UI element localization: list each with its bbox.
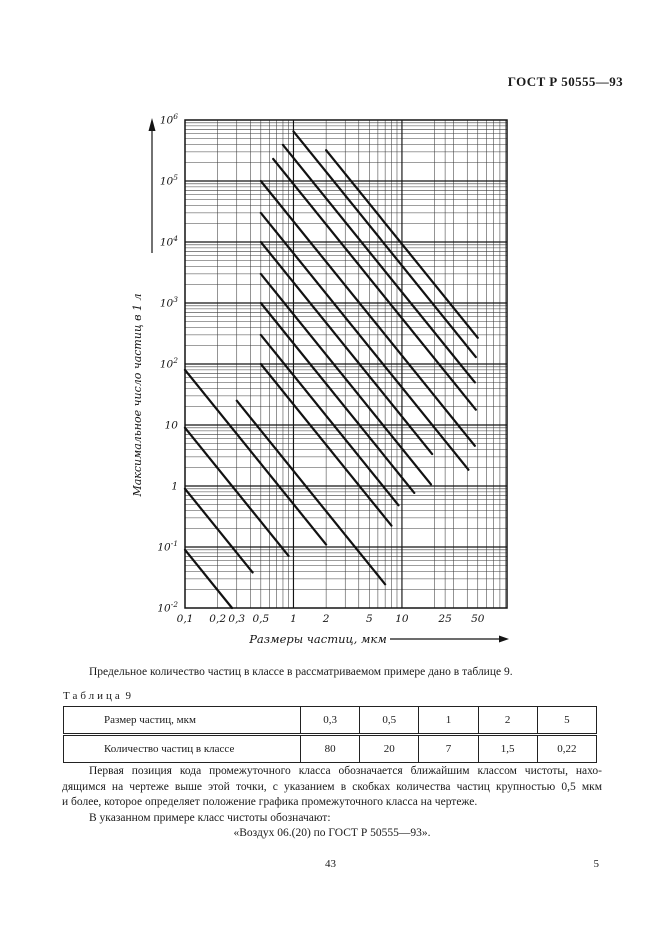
count-value: 20 (359, 734, 420, 763)
x-axis-tick-labels: 0,1 0,2 0,3 0,5 1 2 5 10 25 50 (177, 613, 485, 625)
size-value: 0,3 (299, 706, 361, 736)
y-axis-title: Максимальное число частиц в 1 л (131, 118, 156, 498)
size-value: 0,5 (359, 706, 420, 736)
svg-text:10: 10 (165, 420, 179, 432)
class-line-3 (281, 143, 476, 384)
class-lines (183, 130, 479, 610)
size-value: 5 (536, 706, 598, 736)
class-line-11 (259, 362, 393, 527)
size-value: 2 (477, 706, 538, 736)
svg-text:5: 5 (366, 613, 373, 625)
row-header-size: Размер частиц, мкм (63, 706, 301, 736)
paragraph-line: Первая позиция кода промежуточного класс… (89, 765, 602, 777)
class-line-8 (259, 272, 433, 486)
svg-text:103: 103 (160, 295, 178, 310)
class-line-12 (235, 399, 387, 586)
svg-text:25: 25 (437, 613, 452, 625)
y-axis-arrowhead (148, 118, 156, 131)
grid-major-lines (185, 120, 507, 608)
class-line-15 (183, 487, 254, 574)
table-label-number: 9 (125, 690, 132, 702)
particle-limits-table: Размер частиц, мкм 0,3 0,5 1 2 5 Количес… (63, 706, 598, 763)
standard-number-header: ГОСТ Р 50555—93 (507, 74, 623, 89)
body-paragraph: Первая позиция кода промежуточного класс… (62, 764, 602, 842)
svg-text:105: 105 (160, 173, 178, 188)
y-axis-label: Максимальное число частиц в 1 л (131, 293, 144, 497)
svg-text:10-2: 10-2 (157, 600, 178, 615)
paragraph-line: и более, которое определяет положение гр… (62, 796, 478, 808)
table-row: Количество частиц в классе 80 20 7 1,5 0… (63, 734, 598, 763)
x-axis-label: Размеры частиц, мкм (248, 632, 387, 646)
table-caption-sentence: Предельное количество частиц в классе в … (89, 666, 513, 678)
class-line-10 (259, 333, 400, 507)
count-value: 1,5 (477, 734, 538, 763)
svg-text:1: 1 (171, 481, 178, 493)
svg-text:0,5: 0,5 (252, 613, 269, 625)
table-label-word: Таблица (63, 690, 123, 702)
class-line-4 (272, 157, 477, 411)
page-number-right: 5 (593, 858, 600, 870)
class-designation-line: «Воздух 06.(20) по ГОСТ Р 50555—93». (233, 827, 431, 839)
svg-text:106: 106 (160, 112, 178, 127)
class-line-16 (183, 548, 234, 610)
svg-text:102: 102 (160, 356, 178, 371)
svg-text:10: 10 (395, 613, 409, 625)
plot-border (184, 119, 508, 609)
svg-text:2: 2 (322, 613, 330, 625)
table-label: Таблица 9 (63, 690, 131, 702)
row-header-count: Количество частиц в классе (63, 734, 301, 763)
size-value: 1 (418, 706, 479, 736)
svg-text:50: 50 (471, 613, 485, 625)
class-line-1 (325, 149, 479, 339)
svg-text:1: 1 (290, 613, 297, 625)
paragraph-line: В указанном примере класс чистоты обозна… (89, 811, 331, 824)
svg-text:0,1: 0,1 (177, 613, 194, 625)
svg-text:104: 104 (160, 234, 178, 249)
x-axis-title: Размеры частиц, мкм (248, 632, 509, 646)
class-line-14 (183, 426, 290, 557)
class-line-7 (259, 240, 434, 456)
class-line-9 (259, 301, 416, 494)
svg-text:0,3: 0,3 (228, 613, 245, 625)
count-value: 80 (299, 734, 361, 763)
count-value: 0,22 (536, 734, 598, 763)
class-line-13 (183, 368, 328, 546)
class-line-2 (292, 130, 477, 359)
class-line-6 (259, 211, 470, 471)
svg-text:10-1: 10-1 (157, 539, 178, 554)
x-axis-arrowhead (499, 635, 509, 643)
count-value: 7 (418, 734, 479, 763)
cleanliness-classes-chart: 0,1 0,2 0,3 0,5 1 2 5 10 25 501061051041031021011… (131, 112, 509, 646)
paragraph-line: дящимся на чертеже выше этой точки, с ук… (62, 780, 602, 793)
svg-text:0,2: 0,2 (209, 613, 226, 625)
page-number-center: 43 (325, 858, 336, 870)
class-line-5 (259, 179, 476, 447)
table-row: Размер частиц, мкм 0,3 0,5 1 2 5 (63, 706, 598, 736)
